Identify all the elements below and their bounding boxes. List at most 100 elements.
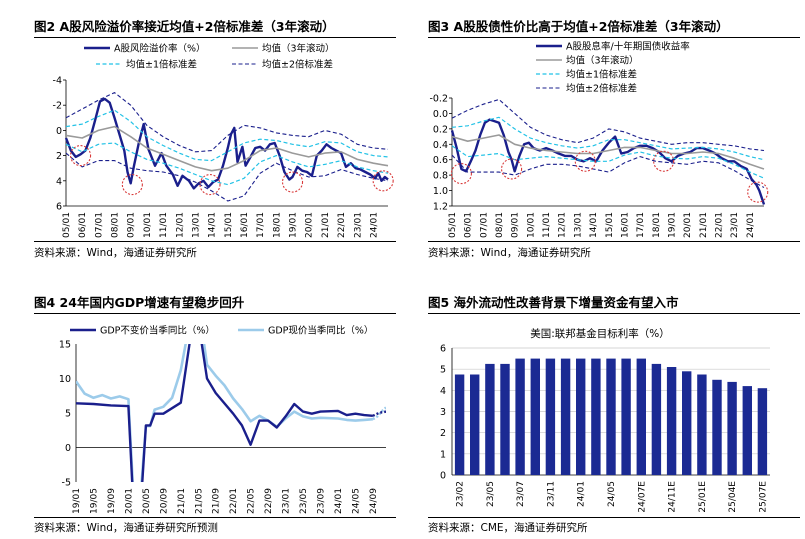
fig5-bar-4 xyxy=(515,358,525,475)
fig5-xtick-8: 24/01 xyxy=(577,481,587,507)
fig3-xtick-2: 07/01 xyxy=(479,212,489,238)
fig4-xtick-17: 24/09 xyxy=(369,488,379,514)
fig4-ytick-2: 5 xyxy=(65,409,71,420)
fig2-series-5 xyxy=(65,152,389,202)
fig3-ytick-6: 1.0 xyxy=(433,186,448,197)
fig5-bar-2 xyxy=(485,363,495,475)
fig3-xtick-15: 20/01 xyxy=(683,212,693,238)
fig4-series-2 xyxy=(76,344,374,482)
fig3-xtick-18: 23/01 xyxy=(730,212,740,238)
fig2-xtick-17: 22/01 xyxy=(337,212,347,238)
fig5-ytick-3: 3 xyxy=(440,407,446,418)
fig4-series-3 xyxy=(372,406,386,421)
fig5-xtick-20: 25/07E xyxy=(758,481,768,513)
fig2-series-0 xyxy=(64,97,389,190)
fig4-xtick-5: 20/09 xyxy=(159,488,169,514)
fig2-top-rule xyxy=(34,37,396,38)
fig5-ytick-0: 0 xyxy=(440,471,446,482)
fig3-highlight-circle-2 xyxy=(574,150,596,172)
fig5-bar-19 xyxy=(742,386,752,475)
fig4-xtick-2: 19/09 xyxy=(107,488,117,514)
fig3-xtick-1: 06/01 xyxy=(464,212,474,238)
fig5-bottom-rule xyxy=(428,517,800,518)
fig5-ytick-4: 4 xyxy=(440,386,446,397)
fig3-legend-label-1: 均值（3年滚动） xyxy=(566,55,639,67)
fig4-ytick-3: 10 xyxy=(59,374,71,385)
fig4-xtick-0: 19/01 xyxy=(72,488,82,514)
fig4-xtick-12: 23/01 xyxy=(282,488,292,514)
fig5-xtick-6: 23/11 xyxy=(546,481,556,507)
fig2-series-2 xyxy=(65,109,389,162)
fig4-legend: GDP不变价当季同比（%） GDP现价当季同比（%） xyxy=(70,325,373,337)
fig2-legend: A股风险溢价率（%） 均值（3年滚动） 均值±1倍标准差 均值±2倍标准差 xyxy=(84,43,335,71)
fig4-chart: -5 0 5 10 15 19/01 19/05 19/09 20/01 20/05 20/09 21… xyxy=(59,325,386,514)
fig2-xtick-3: 08/01 xyxy=(111,212,121,238)
fig4-ytick-4: 15 xyxy=(59,340,71,351)
fig4-legend-label-0: GDP不变价当季同比（%） xyxy=(100,325,215,337)
fig4-series-group xyxy=(76,344,386,482)
fig2-ytick-2: 0 xyxy=(56,126,62,137)
fig3-xtick-6: 11/01 xyxy=(542,212,552,238)
fig3-series-1 xyxy=(451,134,765,170)
fig4-xtick-9: 22/01 xyxy=(229,488,239,514)
fig2-source: 资料来源：Wind，海通证券研究所 xyxy=(34,247,197,259)
fig3-xtick-7: 12/01 xyxy=(558,212,568,238)
fig3-highlight-circle-1 xyxy=(501,158,523,180)
fig5-xtick-12: 24/07E xyxy=(637,481,647,513)
fig3-xtick-4: 09/01 xyxy=(511,212,521,238)
fig3-source: 资料来源：Wind，海通证券研究所 xyxy=(428,247,591,259)
fig3-ytick-7: 1.2 xyxy=(433,202,448,213)
fig4-panel: 图4 24年国内GDP增速有望稳步回升 -5 0 5 10 15 19/01 19/05 19… xyxy=(0,270,400,539)
fig2-highlight-circle-1 xyxy=(121,174,143,196)
fig4-xtick-8: 21/09 xyxy=(212,488,222,514)
fig5-xtick-14: 24/11E xyxy=(668,481,678,513)
fig3-legend-label-2: 均值±1倍标准差 xyxy=(566,69,637,81)
fig5-bar-16 xyxy=(697,374,707,475)
fig2-legend-label-1: 均值（3年滚动） xyxy=(262,43,335,55)
fig5-bar-17 xyxy=(712,379,722,476)
fig3-xtick-0: 05/01 xyxy=(448,212,458,238)
fig3-xtick-16: 21/01 xyxy=(699,212,709,238)
fig2-ytick-4: 4 xyxy=(56,176,62,187)
fig2-ytick-1: -2 xyxy=(53,101,62,112)
fig4-source: 资料来源：Wind，海通证券研究所预测 xyxy=(34,522,218,534)
fig3-highlight-circle-4 xyxy=(747,181,769,203)
fig2-highlight-circle-2 xyxy=(199,174,221,196)
fig4-legend-label-1: GDP现价当季同比（%） xyxy=(268,325,373,337)
fig3-bottom-rule xyxy=(428,241,800,242)
fig2-xtick-18: 23/01 xyxy=(353,212,363,238)
fig5-xtick-4: 23/07 xyxy=(516,481,526,507)
fig5-bar-14 xyxy=(666,367,677,475)
fig3-xtick-19: 24/01 xyxy=(746,212,756,238)
fig5-ytick-1: 1 xyxy=(440,449,446,460)
fig2-xtick-1: 06/01 xyxy=(78,212,88,238)
fig4-xtick-7: 21/05 xyxy=(194,488,204,514)
fig3-ytick-5: 0.8 xyxy=(433,171,448,182)
fig3-xtick-5: 10/01 xyxy=(526,212,536,238)
fig2-chart: -4 -2 0 2 4 605/01 06/01 07/01 08/01 09/01 10/01 11… xyxy=(53,43,394,238)
fig3-xtick-17: 22/01 xyxy=(715,212,725,238)
fig4-top-rule xyxy=(34,313,396,314)
fig4-xtick-4: 20/05 xyxy=(142,488,152,514)
fig2-xtick-9: 14/01 xyxy=(208,212,218,238)
fig5-xtick-10: 24/05 xyxy=(607,481,617,507)
fig2-panel: 图2 A股风险溢价率接近均值+2倍标准差（3年滚动） -4 -2 0 2 4 6 05/01… xyxy=(0,0,400,270)
fig2-xtick-4: 09/01 xyxy=(127,212,137,238)
fig3-xtick-10: 15/01 xyxy=(605,212,615,238)
fig2-title: 图2 A股风险溢价率接近均值+2倍标准差（3年滚动） xyxy=(34,19,335,34)
fig4-xtick-10: 22/05 xyxy=(247,488,257,514)
fig3-ytick-4: 0.6 xyxy=(433,155,448,166)
fig4-xtick-3: 20/01 xyxy=(124,488,134,514)
fig5-xtick-16: 25/01E xyxy=(698,481,708,513)
fig4-xtick-16: 24/05 xyxy=(351,488,361,514)
fig3-legend-label-0: A股股息率/十年期国债收益率 xyxy=(566,41,690,53)
fig2-xtick-5: 10/01 xyxy=(143,212,153,238)
fig5-bar-3 xyxy=(500,363,510,475)
fig2-xtick-16: 21/01 xyxy=(321,212,331,238)
fig5-chart: 0 1 2 3 4 5 6 23/02 23/05 23/07 23/11 24/01 24/05 24/… xyxy=(440,327,770,513)
fig4-xtick-1: 19/05 xyxy=(89,488,99,514)
fig5-xtick-0: 23/02 xyxy=(456,481,466,507)
fig5-ytick-6: 6 xyxy=(440,344,446,355)
fig2-series-4 xyxy=(65,92,389,153)
